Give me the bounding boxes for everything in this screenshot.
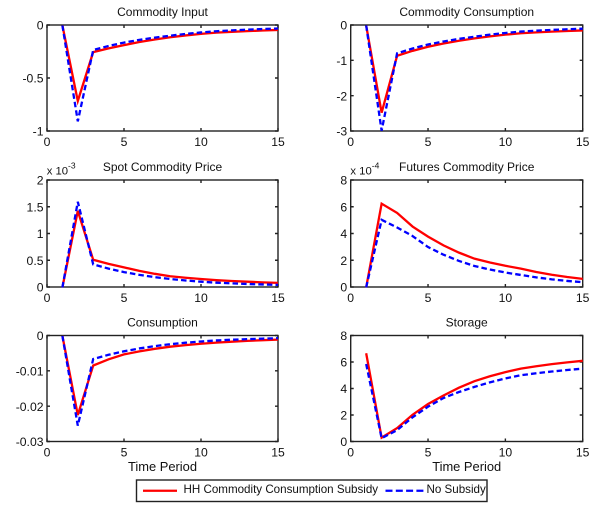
svg-text:0: 0 [37, 19, 44, 33]
svg-text:8: 8 [340, 174, 347, 188]
svg-text:Consumption: Consumption [127, 316, 198, 330]
svg-text:10: 10 [194, 291, 208, 305]
svg-text:0: 0 [340, 435, 347, 449]
svg-text:0: 0 [347, 135, 354, 149]
svg-text:5: 5 [121, 135, 128, 149]
svg-text:-0.5: -0.5 [22, 72, 43, 86]
svg-text:2: 2 [340, 254, 347, 268]
svg-text:2: 2 [340, 409, 347, 423]
svg-text:0: 0 [44, 135, 51, 149]
svg-text:2: 2 [37, 174, 44, 188]
svg-text:8: 8 [340, 329, 347, 343]
svg-text:10: 10 [499, 446, 513, 460]
svg-text:0: 0 [44, 446, 51, 460]
svg-text:10: 10 [499, 291, 513, 305]
svg-text:5: 5 [425, 291, 432, 305]
svg-text:15: 15 [271, 446, 285, 460]
svg-text:15: 15 [271, 135, 285, 149]
svg-text:-1: -1 [33, 125, 44, 139]
svg-text:Storage: Storage [446, 316, 488, 330]
svg-text:0: 0 [340, 19, 347, 33]
svg-text:10: 10 [194, 135, 208, 149]
svg-text:0: 0 [340, 281, 347, 295]
svg-text:1: 1 [37, 227, 44, 241]
svg-text:HH Commodity Consumption Subsi: HH Commodity Consumption Subsidy [184, 483, 379, 496]
svg-text:-3: -3 [336, 125, 347, 139]
svg-text:0: 0 [347, 291, 354, 305]
svg-text:Time Period: Time Period [432, 459, 501, 474]
svg-text:15: 15 [576, 446, 590, 460]
svg-text:0.5: 0.5 [27, 254, 44, 268]
svg-text:6: 6 [340, 356, 347, 370]
svg-text:15: 15 [576, 291, 590, 305]
svg-text:0: 0 [37, 281, 44, 295]
svg-text:-0.02: -0.02 [16, 400, 44, 414]
svg-text:1.5: 1.5 [27, 200, 44, 214]
svg-text:-2: -2 [336, 89, 347, 103]
svg-text:15: 15 [576, 135, 590, 149]
svg-text:No Subsidy: No Subsidy [427, 483, 486, 496]
svg-text:5: 5 [121, 446, 128, 460]
svg-text:6: 6 [340, 200, 347, 214]
svg-text:4: 4 [340, 382, 347, 396]
svg-text:Spot Commodity Price: Spot Commodity Price [103, 160, 223, 174]
svg-text:10: 10 [499, 135, 513, 149]
svg-text:0: 0 [347, 446, 354, 460]
svg-text:10: 10 [194, 446, 208, 460]
svg-text:15: 15 [271, 291, 285, 305]
svg-text:-1: -1 [336, 54, 347, 68]
svg-text:Commodity Consumption: Commodity Consumption [399, 5, 534, 19]
svg-text:Commodity Input: Commodity Input [117, 5, 208, 19]
svg-text:5: 5 [121, 291, 128, 305]
svg-text:Time Period: Time Period [128, 459, 197, 474]
svg-text:-0.03: -0.03 [16, 435, 44, 449]
svg-text:4: 4 [340, 227, 347, 241]
svg-text:5: 5 [425, 135, 432, 149]
svg-text:Futures Commodity Price: Futures Commodity Price [399, 160, 535, 174]
svg-text:0: 0 [44, 291, 51, 305]
svg-text:5: 5 [425, 446, 432, 460]
svg-text:-0.01: -0.01 [16, 364, 44, 378]
svg-text:0: 0 [37, 329, 44, 343]
